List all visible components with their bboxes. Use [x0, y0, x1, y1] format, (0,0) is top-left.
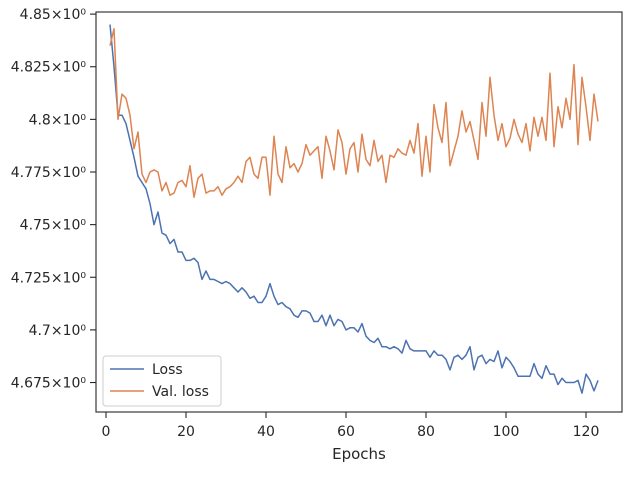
legend-label: Val. loss [152, 384, 209, 400]
y-tick-label: 4.725×10⁰ [11, 270, 87, 286]
y-tick-label: 4.775×10⁰ [11, 165, 87, 181]
x-tick-label: 60 [337, 424, 355, 440]
x-tick-label: 120 [573, 424, 600, 440]
series-line-val-loss [109, 28, 599, 199]
y-tick-label: 4.75×10⁰ [20, 218, 87, 234]
x-tick-label: 80 [417, 424, 435, 440]
y-tick-label: 4.675×10⁰ [11, 376, 87, 392]
y-tick-label: 4.85×10⁰ [20, 7, 87, 23]
y-axis-ticks: 4.675×10⁰ 4.7×10⁰ 4.725×10⁰ 4.75×10⁰ 4.775×1… [11, 7, 96, 392]
series-line-loss [109, 24, 599, 394]
x-tick-label: 40 [257, 424, 275, 440]
x-tick-label: 100 [493, 424, 520, 440]
y-tick-label: 4.7×10⁰ [29, 323, 87, 339]
y-tick-label: 4.8×10⁰ [29, 112, 87, 128]
x-tick-label: 0 [102, 424, 111, 440]
legend-label: Loss [152, 362, 183, 378]
x-tick-label: 20 [177, 424, 195, 440]
legend: Loss Val. loss [102, 355, 222, 407]
series-layer [109, 24, 599, 394]
plot-frame [95, 11, 623, 413]
x-axis-label: Epochs [332, 445, 386, 463]
x-axis-ticks: 0 20 40 60 80 100 120 [102, 412, 600, 440]
y-tick-label: 4.825×10⁰ [11, 60, 87, 76]
